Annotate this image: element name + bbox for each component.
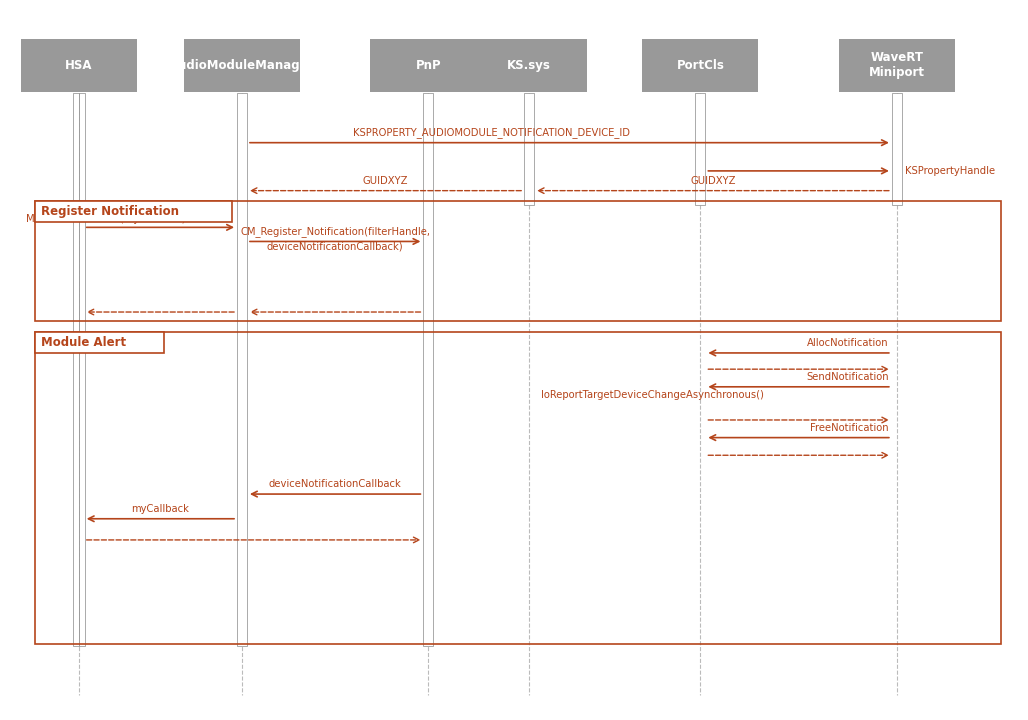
Bar (236, 94, 247, 646)
Text: AllocNotification: AllocNotification (807, 338, 889, 348)
Bar (471, 39, 587, 92)
Text: KSPropertyHandle: KSPropertyHandle (905, 166, 995, 176)
Bar (891, 94, 902, 204)
Bar (642, 39, 759, 92)
Text: KS.sys: KS.sys (507, 59, 551, 72)
Bar (370, 39, 486, 92)
Text: ModuleNotification(myCallback): ModuleNotification(myCallback) (26, 214, 185, 224)
Bar (184, 39, 300, 92)
Text: SendNotification: SendNotification (806, 372, 889, 382)
Text: AudioModuleManager: AudioModuleManager (170, 59, 315, 72)
Bar (73, 94, 79, 646)
Text: deviceNotificationCallback): deviceNotificationCallback) (267, 241, 404, 251)
Bar (695, 94, 705, 204)
Bar (35, 332, 1000, 644)
Text: PortCls: PortCls (676, 59, 725, 72)
Text: Register Notification: Register Notification (40, 205, 179, 218)
Text: FreeNotification: FreeNotification (810, 423, 889, 433)
Text: myCallback: myCallback (132, 504, 189, 514)
Text: GUIDXYZ: GUIDXYZ (363, 176, 408, 186)
Text: KSPROPERTY_AUDIOMODULE_NOTIFICATION_DEVICE_ID: KSPROPERTY_AUDIOMODULE_NOTIFICATION_DEVI… (353, 127, 630, 138)
Bar (79, 94, 85, 646)
Bar (35, 332, 164, 353)
Text: HSA: HSA (65, 59, 93, 72)
Text: GUIDXYZ: GUIDXYZ (690, 176, 736, 186)
Bar (424, 94, 434, 646)
Bar (21, 39, 137, 92)
Bar (35, 202, 232, 222)
Bar (839, 39, 955, 92)
Text: CM_Register_Notification(filterHandle,: CM_Register_Notification(filterHandle, (241, 226, 430, 237)
Text: WaveRT
Miniport: WaveRT Miniport (869, 51, 925, 79)
Text: IoReportTargetDeviceChangeAsynchronous(): IoReportTargetDeviceChangeAsynchronous() (541, 390, 764, 400)
Bar (524, 94, 535, 204)
Bar (35, 201, 1000, 321)
Text: PnP: PnP (415, 59, 441, 72)
Text: deviceNotificationCallback: deviceNotificationCallback (268, 479, 402, 489)
Text: Module Alert: Module Alert (40, 336, 125, 349)
